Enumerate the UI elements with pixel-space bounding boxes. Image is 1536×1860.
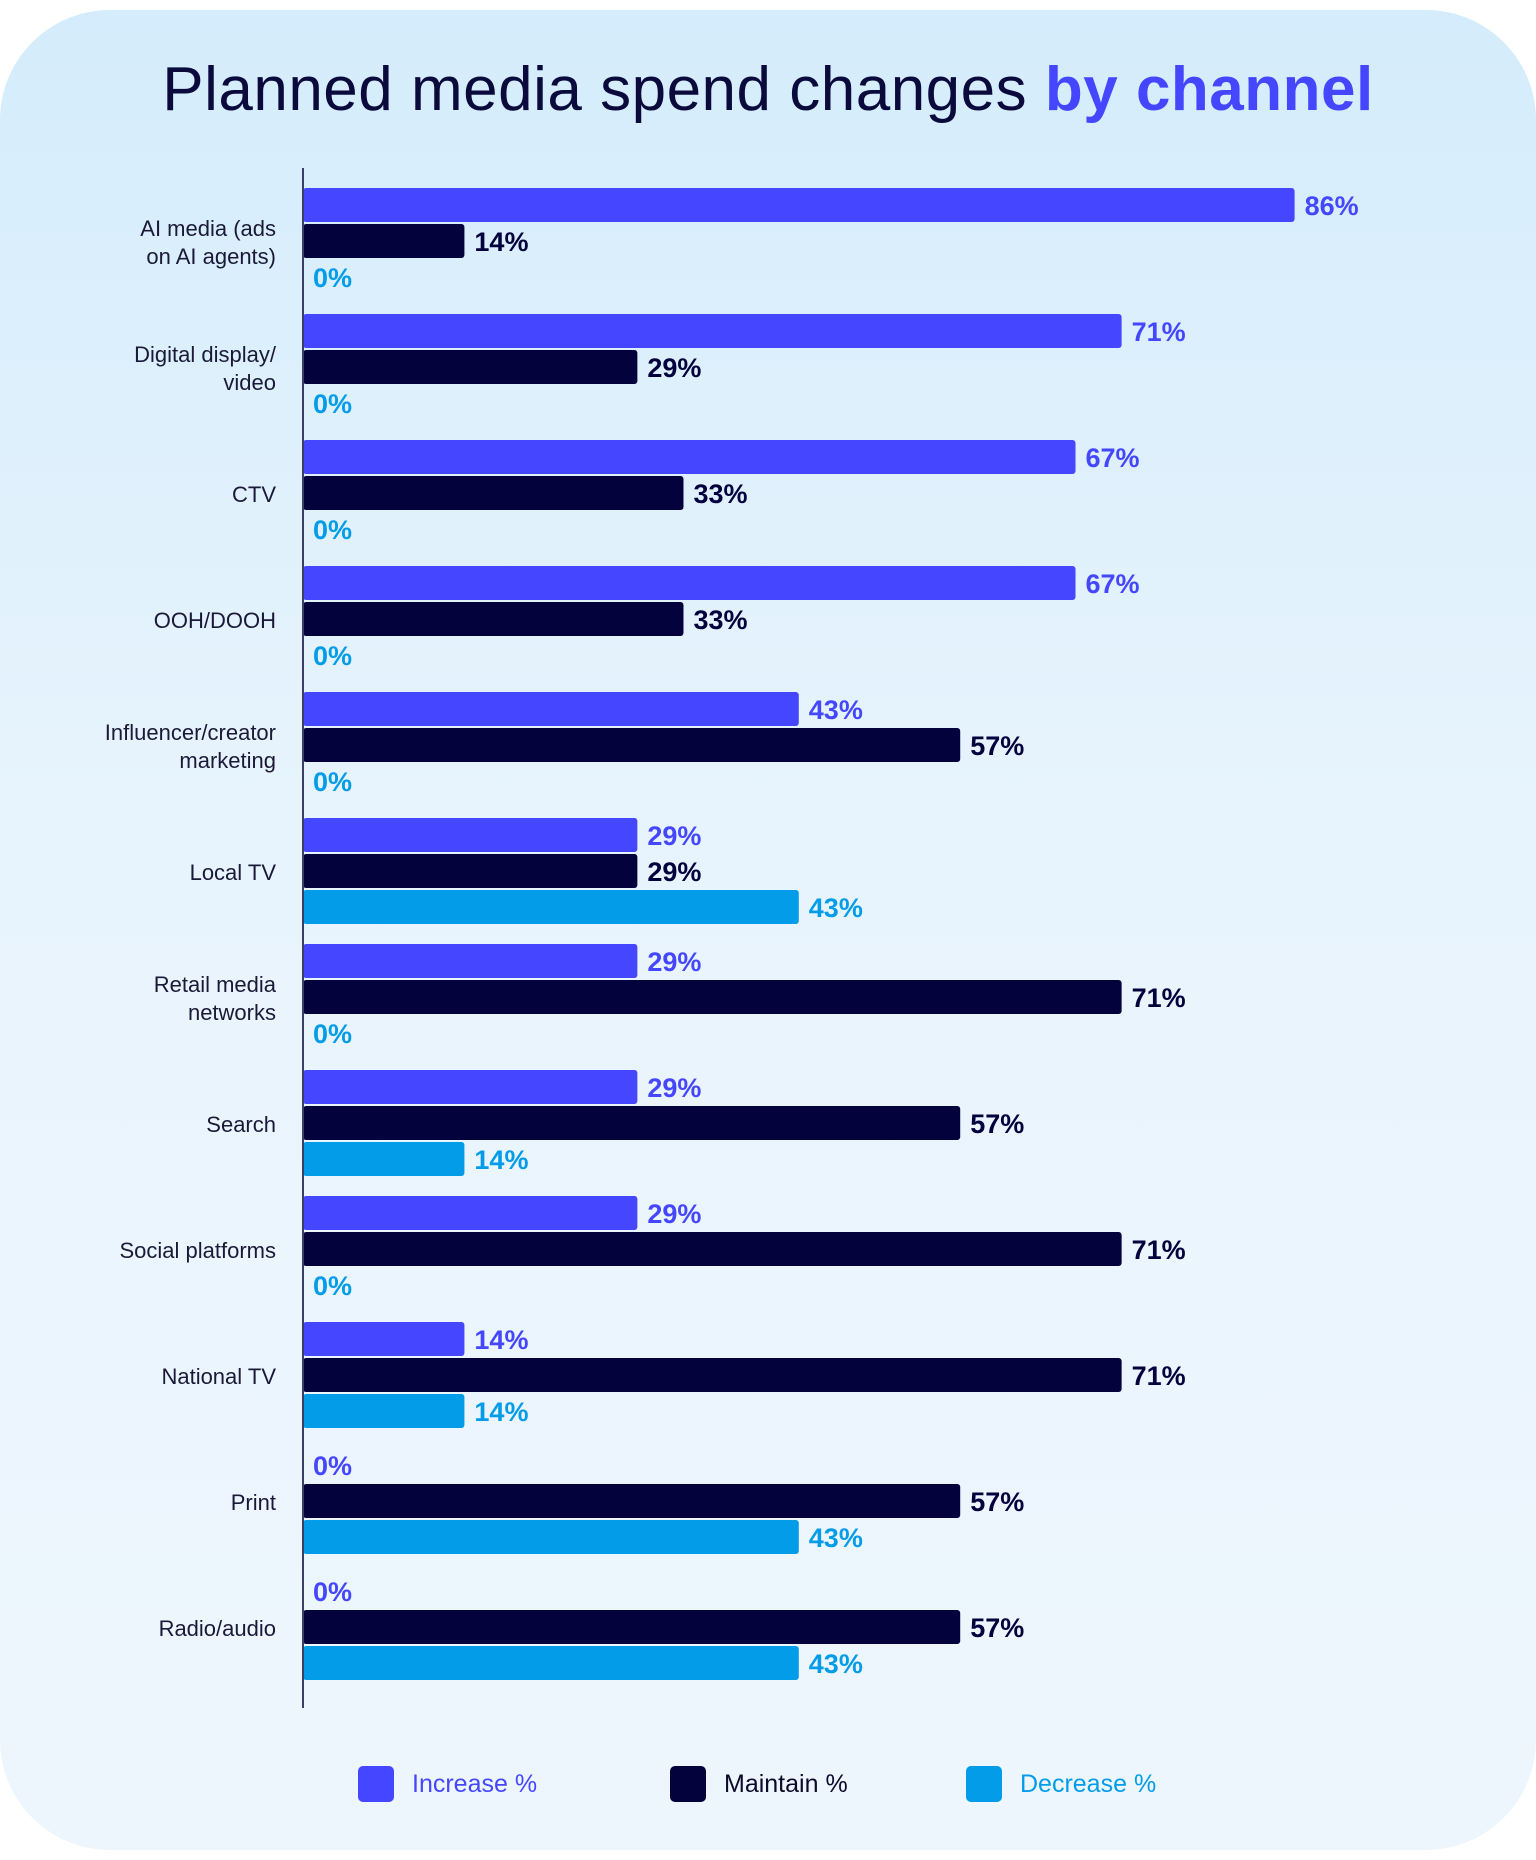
- bar-retail-media-networks-increase: [303, 944, 638, 978]
- title-accent: by channel: [1044, 55, 1374, 124]
- data-label-ooh-dooh-maintain: 33%: [693, 605, 747, 635]
- data-label-ai-media-ads-on-ai-agents-decrease: 0%: [313, 263, 352, 293]
- data-label-search-decrease: 14%: [474, 1145, 528, 1175]
- bar-search-increase: [303, 1070, 638, 1104]
- data-label-print-decrease: 43%: [809, 1523, 863, 1553]
- data-label-radio-audio-decrease: 43%: [809, 1649, 863, 1679]
- bar-search-decrease: [303, 1142, 465, 1176]
- bar-social-platforms-maintain: [303, 1232, 1122, 1266]
- legend-label-increase: Increase %: [412, 1770, 538, 1798]
- data-label-ai-media-ads-on-ai-agents-maintain: 14%: [474, 227, 528, 257]
- data-label-search-increase: 29%: [647, 1073, 701, 1103]
- bar-ooh-dooh-increase: [303, 566, 1076, 600]
- bar-radio-audio-maintain: [303, 1610, 961, 1644]
- data-label-national-tv-maintain: 71%: [1132, 1361, 1186, 1391]
- data-label-digital-display-video-maintain: 29%: [647, 353, 701, 383]
- bar-ooh-dooh-maintain: [303, 602, 684, 636]
- category-label-search: Search: [206, 1112, 276, 1137]
- data-label-ctv-increase: 67%: [1086, 443, 1140, 473]
- bar-national-tv-maintain: [303, 1358, 1122, 1392]
- data-label-ooh-dooh-increase: 67%: [1086, 569, 1140, 599]
- legend-swatch-maintain: [670, 1766, 706, 1802]
- data-label-influencer-creator-marketing-decrease: 0%: [313, 767, 352, 797]
- data-label-retail-media-networks-decrease: 0%: [313, 1019, 352, 1049]
- data-label-local-tv-decrease: 43%: [809, 893, 863, 923]
- bar-ctv-increase: [303, 440, 1076, 474]
- data-label-print-maintain: 57%: [970, 1487, 1024, 1517]
- category-label-ooh-dooh: OOH/DOOH: [154, 608, 276, 633]
- bar-search-maintain: [303, 1106, 961, 1140]
- data-label-local-tv-maintain: 29%: [647, 857, 701, 887]
- bar-print-decrease: [303, 1520, 799, 1554]
- data-label-ctv-maintain: 33%: [693, 479, 747, 509]
- category-label-retail-media-networks-line1: Retail media: [154, 972, 277, 997]
- bar-local-tv-decrease: [303, 890, 799, 924]
- data-label-retail-media-networks-increase: 29%: [647, 947, 701, 977]
- bar-ctv-maintain: [303, 476, 684, 510]
- category-label-influencer-creator-marketing-line1: Influencer/creator: [105, 720, 276, 745]
- data-label-digital-display-video-decrease: 0%: [313, 389, 352, 419]
- data-label-influencer-creator-marketing-increase: 43%: [809, 695, 863, 725]
- bar-national-tv-increase: [303, 1322, 465, 1356]
- category-label-influencer-creator-marketing-line2: marketing: [179, 748, 276, 773]
- legend-swatch-decrease: [966, 1766, 1002, 1802]
- data-label-social-platforms-decrease: 0%: [313, 1271, 352, 1301]
- category-label-ai-media-ads-on-ai-agents-line2: on AI agents): [146, 244, 276, 269]
- data-label-influencer-creator-marketing-maintain: 57%: [970, 731, 1024, 761]
- category-label-ctv: CTV: [232, 482, 276, 507]
- bar-social-platforms-increase: [303, 1196, 638, 1230]
- bar-influencer-creator-marketing-increase: [303, 692, 799, 726]
- bar-retail-media-networks-maintain: [303, 980, 1122, 1014]
- category-label-local-tv: Local TV: [190, 860, 277, 885]
- legend-label-maintain: Maintain %: [724, 1770, 848, 1798]
- data-label-local-tv-increase: 29%: [647, 821, 701, 851]
- data-label-social-platforms-maintain: 71%: [1132, 1235, 1186, 1265]
- legend-swatch-increase: [358, 1766, 394, 1802]
- data-label-radio-audio-maintain: 57%: [970, 1613, 1024, 1643]
- data-label-ai-media-ads-on-ai-agents-increase: 86%: [1305, 191, 1359, 221]
- legend-item-increase: Increase %: [358, 1766, 537, 1802]
- bar-ai-media-ads-on-ai-agents-maintain: [303, 224, 465, 258]
- category-label-national-tv: National TV: [161, 1364, 276, 1389]
- category-label-radio-audio: Radio/audio: [159, 1616, 276, 1641]
- bar-local-tv-increase: [303, 818, 638, 852]
- data-label-search-maintain: 57%: [970, 1109, 1024, 1139]
- data-label-ooh-dooh-decrease: 0%: [313, 641, 352, 671]
- category-label-digital-display-video-line2: video: [223, 370, 276, 395]
- category-label-retail-media-networks-line2: networks: [188, 1000, 276, 1025]
- bar-ai-media-ads-on-ai-agents-increase: [303, 188, 1295, 222]
- data-label-national-tv-increase: 14%: [474, 1325, 528, 1355]
- legend-item-maintain: Maintain %: [670, 1766, 848, 1802]
- category-label-ai-media-ads-on-ai-agents-line1: AI media (ads: [140, 216, 276, 241]
- data-label-print-increase: 0%: [313, 1451, 352, 1481]
- bar-local-tv-maintain: [303, 854, 638, 888]
- data-label-social-platforms-increase: 29%: [647, 1199, 701, 1229]
- bar-digital-display-video-increase: [303, 314, 1122, 348]
- data-label-digital-display-video-increase: 71%: [1132, 317, 1186, 347]
- bar-influencer-creator-marketing-maintain: [303, 728, 961, 762]
- legend-item-decrease: Decrease %: [966, 1766, 1156, 1802]
- data-label-ctv-decrease: 0%: [313, 515, 352, 545]
- bar-radio-audio-decrease: [303, 1646, 799, 1680]
- data-label-radio-audio-increase: 0%: [313, 1577, 352, 1607]
- data-label-national-tv-decrease: 14%: [474, 1397, 528, 1427]
- title-main: Planned media spend changes: [162, 55, 1045, 124]
- legend-label-decrease: Decrease %: [1020, 1770, 1157, 1798]
- chart-title: Planned media spend changes by channel: [0, 54, 1536, 125]
- bar-digital-display-video-maintain: [303, 350, 638, 384]
- category-label-print: Print: [231, 1490, 276, 1515]
- category-label-social-platforms: Social platforms: [119, 1238, 276, 1263]
- data-label-retail-media-networks-maintain: 71%: [1132, 983, 1186, 1013]
- bar-print-maintain: [303, 1484, 961, 1518]
- category-label-digital-display-video-line1: Digital display/: [134, 342, 277, 367]
- bar-national-tv-decrease: [303, 1394, 465, 1428]
